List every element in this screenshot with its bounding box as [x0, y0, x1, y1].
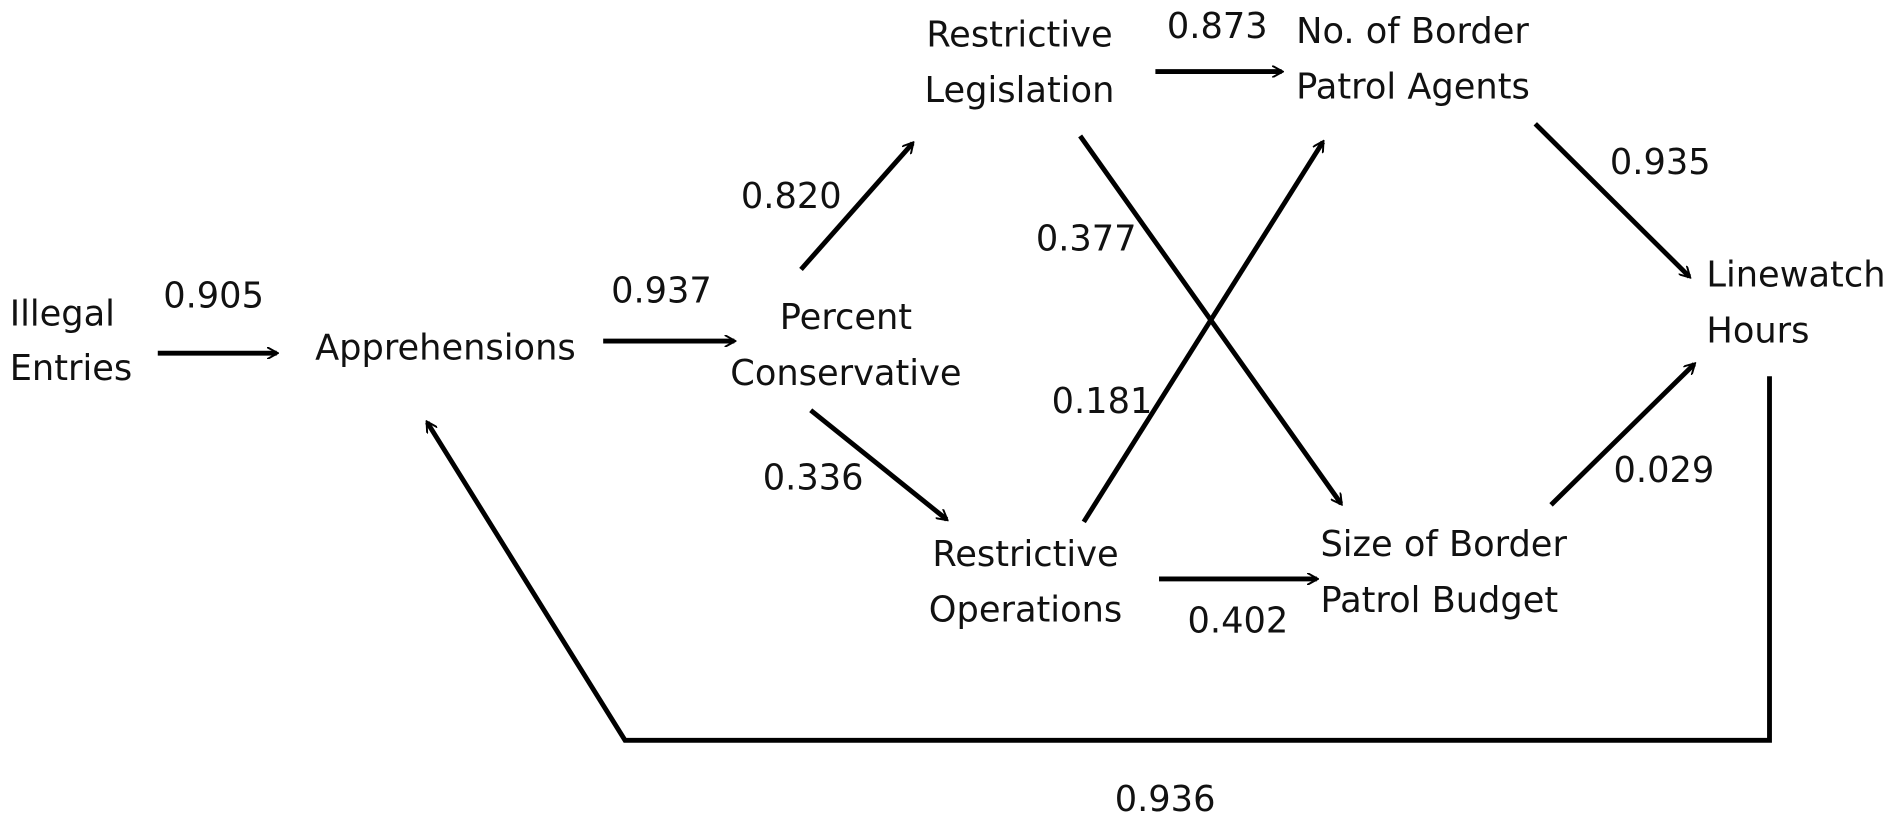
node-label: Conservative — [730, 353, 961, 394]
edge-label: 0.029 — [1614, 450, 1715, 491]
arrow — [799, 143, 913, 272]
edges: 0.905 0.937 0.820 0.336 0.873 0.377 0.181 0.402… — [157, 6, 1772, 818]
node-label: Patrol Agents — [1296, 67, 1530, 108]
node-label: Apprehensions — [315, 328, 576, 369]
node-label: Legislation — [925, 70, 1115, 111]
node-label: Hours — [1706, 311, 1809, 352]
arrow — [809, 408, 947, 519]
edge-label: 0.820 — [741, 176, 842, 217]
node-label: Restrictive — [932, 534, 1118, 575]
node-label: No. of Border — [1296, 11, 1529, 52]
edge-label: 0.905 — [163, 275, 264, 316]
edge-label: 0.402 — [1188, 601, 1289, 642]
nodes: Illegal Entries Apprehensions Percent Conser… — [10, 11, 1886, 631]
edge-label: 0.936 — [1115, 779, 1216, 818]
arrow — [1549, 364, 1694, 507]
node-label: Operations — [929, 590, 1122, 631]
arrow — [1081, 142, 1325, 524]
edge-label: 0.377 — [1036, 218, 1137, 259]
arrow — [1533, 122, 1689, 277]
edge-label: 0.336 — [763, 457, 864, 498]
node-label: Percent — [780, 297, 912, 338]
node-label: Patrol Budget — [1320, 580, 1558, 621]
arrow — [425, 376, 1772, 743]
edge-label: 0.937 — [611, 270, 712, 311]
edge-label: 0.873 — [1167, 6, 1268, 47]
node-label: Entries — [10, 348, 133, 389]
node-label: Illegal — [10, 294, 115, 335]
edge-label: 0.181 — [1052, 381, 1153, 422]
node-label: Linewatch — [1706, 255, 1885, 296]
node-label: Restrictive — [926, 14, 1112, 55]
node-label: Size of Border — [1320, 524, 1567, 565]
edge-label: 0.935 — [1610, 142, 1711, 183]
